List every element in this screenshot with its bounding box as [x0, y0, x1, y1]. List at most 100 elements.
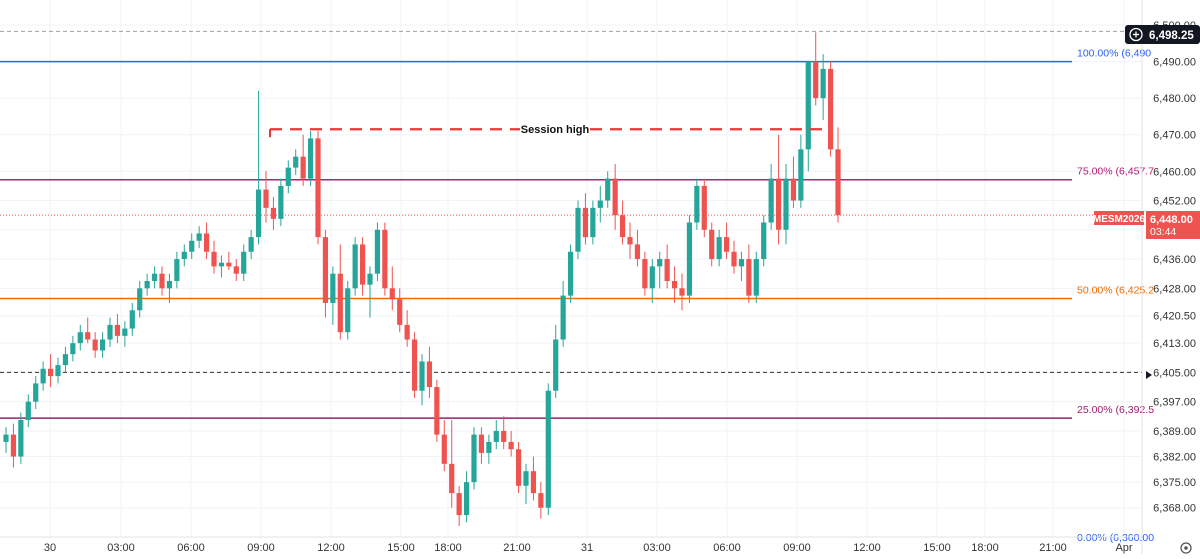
candle-body: [99, 339, 106, 351]
time-tick-label: 15:00: [923, 542, 951, 554]
candle-body: [590, 207, 596, 238]
candle-body: [835, 149, 841, 216]
time-axis[interactable]: 30 03:00 06:00 09:00 12:00 15:00 18:00 21:00 31 0…: [0, 536, 1142, 554]
candle-body: [709, 229, 715, 260]
countdown-label: 03:44: [1150, 226, 1176, 238]
candle-body: [374, 229, 381, 274]
candle-body: [33, 383, 39, 402]
candle-body: [263, 189, 269, 208]
fib-level-labels: 100.00% (6,490 75.00% (6,457.7 50.00% (6,4…: [1077, 48, 1154, 544]
price-tick-label: 6,452.00: [1153, 196, 1196, 208]
candle-body: [612, 178, 618, 216]
candle-body: [738, 259, 745, 267]
price-tick-label: 6,382.00: [1153, 452, 1196, 464]
time-tick-label: 09:00: [783, 542, 811, 554]
candle-body: [768, 178, 774, 223]
candle-body: [619, 215, 626, 238]
symbol-tag: MESM2026: [1093, 214, 1146, 225]
candle-body: [820, 68, 826, 99]
candle-body: [345, 288, 351, 333]
candle-body: [560, 295, 566, 340]
plus-circle-icon[interactable]: [1129, 27, 1143, 42]
candle-body: [77, 332, 83, 344]
price-tick-label: 6,460.00: [1153, 166, 1196, 178]
candle-body: [664, 259, 670, 281]
candle-body: [315, 138, 321, 238]
arrow-right-icon: [1146, 371, 1152, 379]
fib-levels[interactable]: [0, 60, 1072, 419]
time-tick-label: 12:00: [317, 542, 345, 554]
candle-body: [330, 273, 336, 303]
time-tick-label: 03:00: [107, 542, 135, 554]
session-high-line[interactable]: Session high: [269, 121, 828, 138]
candle-body: [189, 240, 195, 252]
level-label-fib-75: 75.00% (6,457.7: [1077, 166, 1154, 178]
session-high-label-bg: [520, 121, 590, 137]
candle-body: [322, 237, 329, 303]
candle-body: [196, 233, 202, 241]
candle-body: [434, 387, 440, 435]
candle-body: [805, 61, 811, 150]
candle-body: [293, 156, 299, 168]
candle-body: [47, 368, 54, 377]
time-tick-label: 18:00: [434, 542, 462, 554]
candle-body: [694, 185, 700, 223]
candle-body: [790, 178, 797, 201]
crosshair-price-tag[interactable]: 6,498.25: [1125, 25, 1200, 44]
candle-body: [10, 434, 17, 457]
candle-body: [538, 493, 544, 508]
price-tick-label: 6,413.00: [1153, 338, 1196, 350]
candle-body: [746, 259, 752, 296]
candle-body: [775, 178, 782, 230]
candle-body: [122, 328, 128, 336]
candle-body: [278, 185, 284, 219]
candle-body: [597, 200, 603, 208]
reference-lines: [0, 30, 1142, 373]
candle-body: [508, 441, 514, 450]
time-tick-label: 31: [581, 542, 593, 554]
candle-body: [478, 434, 485, 453]
candle-body: [493, 430, 499, 442]
candle-body: [657, 259, 663, 267]
candle-body: [241, 251, 247, 274]
candle-body: [456, 493, 462, 516]
candle-body: [129, 310, 135, 329]
price-tick-label: 6,436.00: [1153, 254, 1196, 266]
price-tick-label: 6,405.00: [1153, 367, 1196, 379]
time-tick-label: 30: [44, 542, 56, 554]
candle-body: [501, 430, 507, 442]
last-price-label: 6,448.00: [1150, 214, 1193, 226]
candle-body: [367, 273, 373, 285]
candle-body: [731, 251, 737, 267]
time-tick-label: 03:00: [643, 542, 671, 554]
gear-icon[interactable]: [1180, 542, 1192, 554]
candle-body: [723, 237, 730, 252]
candle-body: [545, 390, 551, 508]
candle-body: [411, 339, 418, 391]
level-label-fib-100: 100.00% (6,490: [1077, 48, 1151, 60]
candle-body: [783, 178, 789, 230]
candle-body: [114, 324, 121, 336]
crosshair-price-label: 6,498.25: [1149, 30, 1194, 42]
candle-body: [144, 281, 150, 289]
candle-body: [567, 251, 574, 296]
candle-body: [605, 178, 611, 201]
candle-body: [55, 365, 61, 377]
candle-body: [701, 185, 707, 230]
candle-body: [827, 68, 834, 150]
candle-body: [753, 259, 759, 296]
candle-body: [307, 138, 314, 179]
candle-body: [389, 288, 395, 300]
time-tick-label: 12:00: [853, 542, 881, 554]
time-tick-label: 06:00: [713, 542, 741, 554]
time-tick-label: 06:00: [177, 542, 205, 554]
candle-body: [426, 361, 433, 388]
candle-body: [211, 251, 217, 267]
candle-body: [166, 281, 173, 289]
last-price-tag[interactable]: MESM2026 6,448.00 03:44: [1093, 211, 1200, 239]
candle-body: [137, 288, 143, 311]
candle-body: [441, 434, 447, 464]
candle-body: [226, 262, 232, 267]
